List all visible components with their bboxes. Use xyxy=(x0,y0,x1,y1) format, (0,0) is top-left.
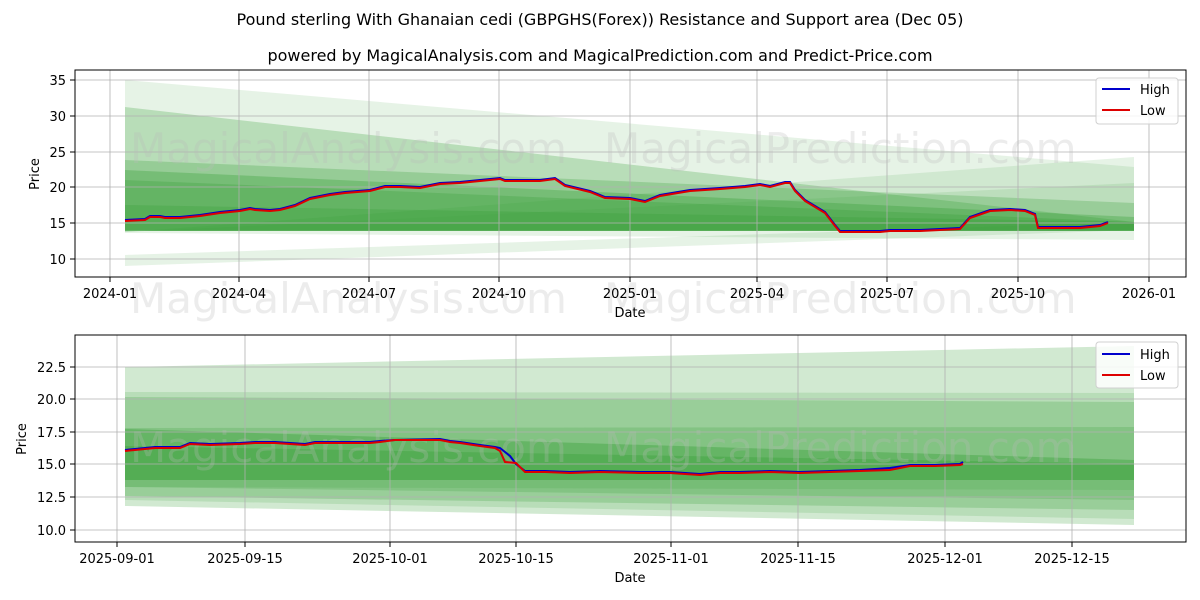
x-tick: 2025-09-01 xyxy=(79,552,155,567)
legend-high-label: High xyxy=(1140,348,1170,363)
y-tick: 30 xyxy=(49,110,66,125)
top-x-label: Date xyxy=(614,306,645,321)
bottom-low-line xyxy=(124,439,964,477)
bottom-chart: MagicalAnalysis.com MagicalPrediction.co… xyxy=(15,334,1187,586)
y-tick: 15.0 xyxy=(37,458,66,473)
y-tick: 10.0 xyxy=(37,524,66,539)
chart-subtitle: powered by MagicalAnalysis.com and Magic… xyxy=(267,46,933,65)
top-y-label: Price xyxy=(28,158,43,190)
y-tick: 17.5 xyxy=(37,426,66,441)
y-tick: 25 xyxy=(49,146,66,161)
top-low-line xyxy=(124,177,1109,233)
top-bands xyxy=(125,80,1134,266)
y-tick: 22.5 xyxy=(37,361,66,376)
watermark-analysis-3: MagicalAnalysis.com xyxy=(130,423,567,472)
x-tick: 2025-10-15 xyxy=(478,552,554,567)
x-tick: 2025-10 xyxy=(991,287,1045,302)
x-tick: 2025-04 xyxy=(730,287,784,302)
top-y-axis: 35 30 25 20 15 10 xyxy=(49,74,75,268)
x-tick: 2024-04 xyxy=(212,287,266,302)
x-tick: 2025-11-01 xyxy=(633,552,709,567)
watermark-analysis-2: MagicalAnalysis.com xyxy=(130,274,567,323)
x-tick: 2025-10-01 xyxy=(352,552,428,567)
y-tick: 35 xyxy=(49,74,66,89)
top-chart: MagicalAnalysis.com MagicalPrediction.co… xyxy=(28,69,1187,323)
x-tick: 2025-07 xyxy=(860,287,914,302)
watermark-prediction: MagicalPrediction.com xyxy=(604,124,1077,173)
legend-low-label: Low xyxy=(1140,104,1166,119)
x-tick: 2024-10 xyxy=(472,287,526,302)
x-tick: 2025-09-15 xyxy=(207,552,283,567)
x-tick: 2025-12-15 xyxy=(1034,552,1110,567)
bottom-plot-frame xyxy=(74,334,1187,543)
legend-low-label: Low xyxy=(1140,369,1166,384)
bottom-x-label: Date xyxy=(614,571,645,586)
bottom-gridlines xyxy=(75,335,1186,542)
legend-high-label: High xyxy=(1140,83,1170,98)
bottom-y-label: Price xyxy=(15,423,30,455)
watermark-analysis: MagicalAnalysis.com xyxy=(130,124,567,173)
x-tick: 2025-01 xyxy=(603,287,657,302)
x-tick: 2025-11-15 xyxy=(760,552,836,567)
bottom-legend: High Low xyxy=(1095,341,1179,389)
top-x-axis: 2024-01 2024-04 2024-07 2024-10 2025-01 … xyxy=(83,277,1176,302)
y-tick: 12.5 xyxy=(37,491,66,506)
x-tick: 2025-12-01 xyxy=(907,552,983,567)
y-tick: 10 xyxy=(49,253,66,268)
x-tick: 2024-07 xyxy=(342,287,396,302)
x-tick: 2026-01 xyxy=(1122,287,1176,302)
chart-title: Pound sterling With Ghanaian cedi (GBPGH… xyxy=(236,10,964,29)
bottom-x-axis: 2025-09-01 2025-09-15 2025-10-01 2025-10… xyxy=(79,542,1110,567)
y-tick: 20 xyxy=(49,181,66,196)
watermark-prediction-2: MagicalPrediction.com xyxy=(604,274,1077,323)
watermark-prediction-3: MagicalPrediction.com xyxy=(604,423,1077,472)
y-tick: 20.0 xyxy=(37,393,66,408)
top-legend: High Low xyxy=(1095,77,1179,125)
top-gridlines xyxy=(75,70,1186,277)
y-tick: 15 xyxy=(49,217,66,232)
bottom-bands xyxy=(125,346,1134,525)
bottom-y-axis: 22.5 20.0 17.5 15.0 12.5 10.0 xyxy=(37,361,75,539)
x-tick: 2024-01 xyxy=(83,287,137,302)
